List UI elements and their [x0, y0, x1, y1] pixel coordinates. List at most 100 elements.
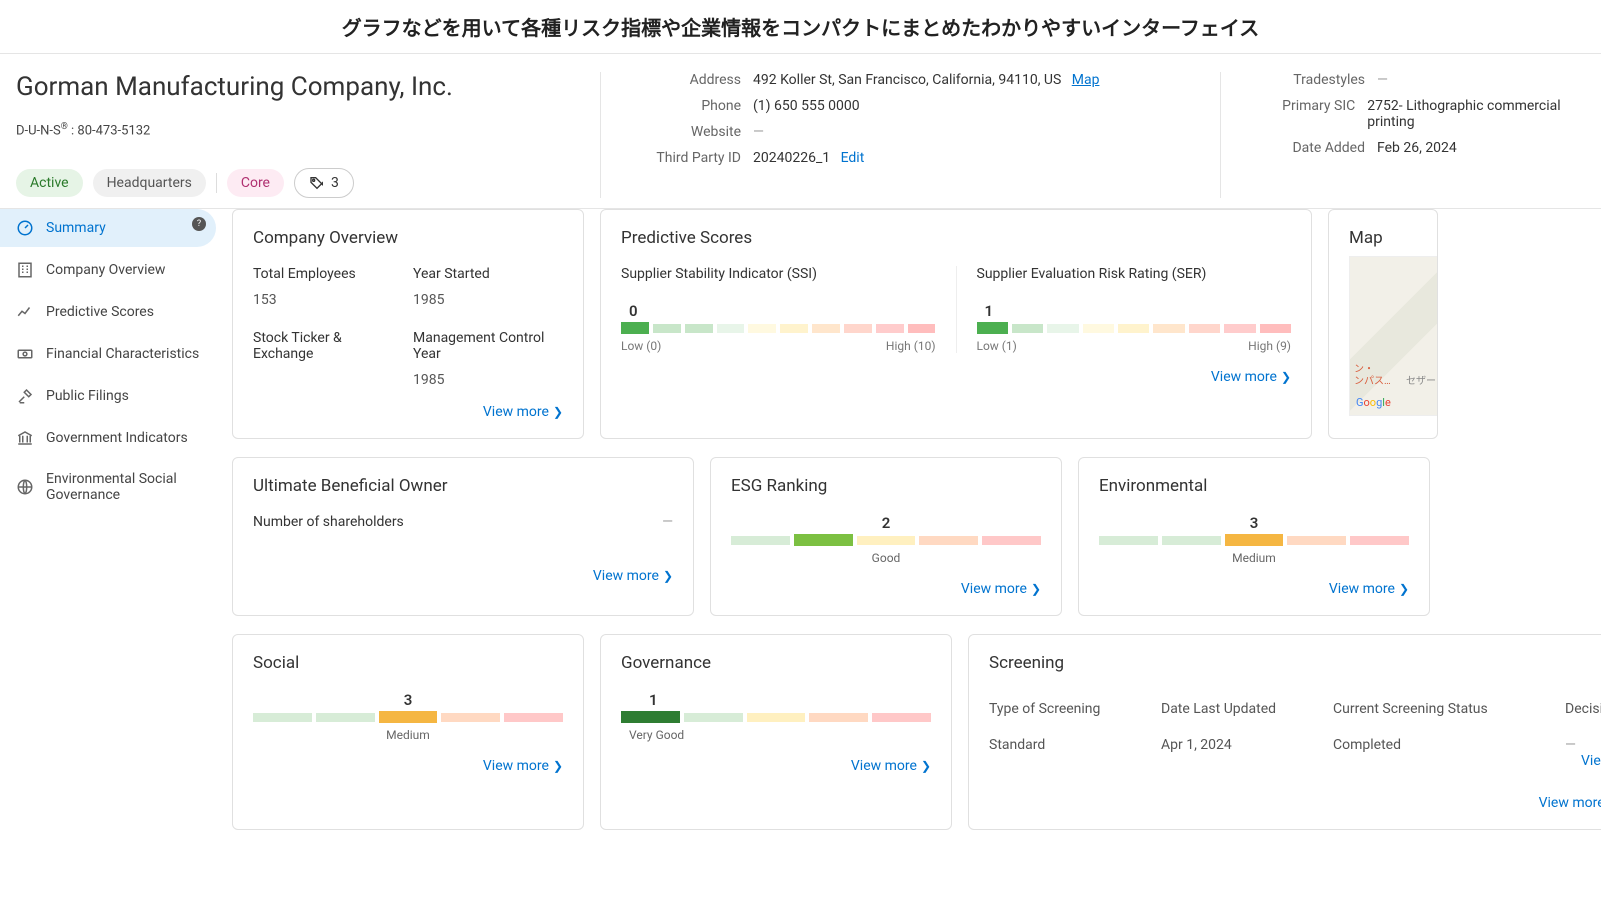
card-title: Company Overview — [253, 228, 563, 248]
sidebar-nav: Summary ? Company Overview Predictive Sc… — [0, 209, 216, 517]
ubo-card: Ultimate Beneficial Owner Number of shar… — [232, 457, 694, 616]
env-value: 3 — [1099, 514, 1409, 532]
building-icon — [16, 261, 34, 279]
nav-financial[interactable]: Financial Characteristics — [0, 335, 216, 373]
website-value: — — [753, 124, 764, 140]
social-card: Social 3 Medium View more❯ — [232, 634, 584, 830]
map-link[interactable]: Map — [1072, 72, 1100, 88]
card-title: Map — [1349, 228, 1437, 248]
gov-segbar — [621, 713, 931, 722]
chevron-right-icon: ❯ — [921, 759, 931, 773]
chevron-right-icon: ❯ — [1281, 370, 1291, 384]
website-label: Website — [631, 124, 741, 140]
chevron-right-icon: ❯ — [1399, 582, 1409, 596]
social-value: 3 — [253, 691, 563, 709]
chevron-right-icon: ❯ — [553, 759, 563, 773]
governance-card: Governance 1 Very Good View more❯ — [600, 634, 952, 830]
ser-low: Low (1) — [977, 339, 1017, 353]
view-more-link[interactable]: View more❯ — [1211, 369, 1291, 385]
social-caption: Medium — [253, 728, 563, 742]
screening-header-status: Current Screening Status — [1333, 701, 1553, 717]
year-started-value: 1985 — [413, 292, 563, 308]
edit-link[interactable]: Edit — [841, 150, 865, 166]
tradestyles-label: Tradestyles — [1275, 72, 1365, 88]
shareholders-value: — — [662, 514, 673, 530]
view-more-link[interactable]: View more❯ — [851, 758, 931, 774]
phone-value: (1) 650 555 0000 — [753, 98, 860, 114]
chevron-right-icon: ❯ — [553, 405, 563, 419]
ser-value: 1 — [977, 302, 1292, 320]
sic-value: 2752- Lithographic commercial printing — [1367, 98, 1585, 130]
status-pill-hq: Headquarters — [93, 169, 206, 197]
nav-predictive-scores[interactable]: Predictive Scores — [0, 293, 216, 331]
company-header: Gorman Manufacturing Company, Inc. D-U-N… — [0, 54, 1601, 208]
nav-public-filings[interactable]: Public Filings — [0, 377, 216, 415]
status-pill-core: Core — [227, 169, 284, 197]
company-overview-card: Company Overview Total Employees 153 Year… — [232, 209, 584, 439]
esg-ranking-card: ESG Ranking 2 Good View more❯ — [710, 457, 1062, 616]
chevron-right-icon: ❯ — [663, 569, 673, 583]
view-more-link[interactable]: View more❯ — [961, 581, 1041, 597]
map-overlay-text: ンパス… — [1354, 372, 1391, 387]
chevron-right-icon: ❯ — [1031, 582, 1041, 596]
tpid-label: Third Party ID — [631, 150, 741, 166]
ser-label: Supplier Evaluation Risk Rating (SER) — [977, 266, 1292, 282]
trend-icon — [16, 303, 34, 321]
gov-caption: Very Good — [621, 728, 931, 742]
env-segbar — [1099, 536, 1409, 545]
map-thumbnail[interactable]: ン・ ンパス… セザー・ Google — [1349, 256, 1438, 416]
date-added-label: Date Added — [1275, 140, 1365, 156]
phone-label: Phone — [631, 98, 741, 114]
card-title: Social — [253, 653, 563, 673]
screening-date: Apr 1, 2024 — [1161, 737, 1321, 769]
shareholders-label: Number of shareholders — [253, 514, 404, 530]
screening-card: Screening Type of Screening Date Last Up… — [968, 634, 1601, 830]
company-name: Gorman Manufacturing Company, Inc. — [16, 72, 576, 102]
social-segbar — [253, 713, 563, 722]
ssi-high: High (10) — [886, 339, 936, 353]
env-caption: Medium — [1099, 551, 1409, 565]
money-icon — [16, 345, 34, 363]
mgmt-year-label: Management Control Year — [413, 330, 563, 362]
card-title: Ultimate Beneficial Owner — [253, 476, 673, 496]
gov-value: 1 — [621, 691, 931, 709]
sic-label: Primary SIC — [1275, 98, 1355, 114]
map-card: Map ン・ ンパス… セザー・ Google — [1328, 209, 1438, 439]
view-more-link[interactable]: View more❯ — [593, 568, 673, 584]
gauge-icon — [16, 219, 34, 237]
view-more-link[interactable]: View more❯ — [1329, 581, 1409, 597]
tag-count-pill[interactable]: 3 — [294, 168, 354, 198]
gavel-icon — [16, 387, 34, 405]
bank-icon — [16, 429, 34, 447]
view-more-link[interactable]: View more❯ — [483, 758, 563, 774]
card-title: Predictive Scores — [621, 228, 1291, 248]
ssi-label: Supplier Stability Indicator (SSI) — [621, 266, 936, 282]
screening-view-link[interactable]: View — [1581, 753, 1601, 769]
ssi-low: Low (0) — [621, 339, 661, 353]
predictive-scores-card: Predictive Scores Supplier Stability Ind… — [600, 209, 1312, 439]
nav-company-overview[interactable]: Company Overview — [0, 251, 216, 289]
card-title: Screening — [989, 653, 1601, 673]
total-employees-value: 153 — [253, 292, 403, 308]
help-badge[interactable]: ? — [192, 217, 206, 231]
view-more-link[interactable]: View more❯ — [483, 404, 563, 420]
card-title: Governance — [621, 653, 931, 673]
nav-government[interactable]: Government Indicators — [0, 419, 216, 457]
screening-type: Standard — [989, 737, 1149, 769]
year-started-label: Year Started — [413, 266, 563, 282]
nav-summary[interactable]: Summary ? — [0, 209, 216, 247]
view-more-link[interactable]: View more❯ — [1539, 795, 1601, 811]
esg-caption: Good — [731, 551, 1041, 565]
page-heading: グラフなどを用いて各種リスク指標や企業情報をコンパクトにまとめたわかりやすいイン… — [0, 0, 1601, 53]
address-label: Address — [631, 72, 741, 88]
status-pill-active: Active — [16, 169, 83, 197]
nav-esg[interactable]: Environmental Social Governance — [0, 461, 216, 513]
total-employees-label: Total Employees — [253, 266, 403, 282]
ssi-segbar — [621, 324, 936, 333]
address-value: 492 Koller St, San Francisco, California… — [753, 72, 1061, 88]
stock-ticker-label: Stock Ticker & Exchange — [253, 330, 403, 362]
screening-header-decision: Decision — [1565, 701, 1601, 717]
environmental-card: Environmental 3 Medium View more❯ — [1078, 457, 1430, 616]
ser-high: High (9) — [1248, 339, 1291, 353]
screening-decision: — — [1565, 737, 1576, 753]
